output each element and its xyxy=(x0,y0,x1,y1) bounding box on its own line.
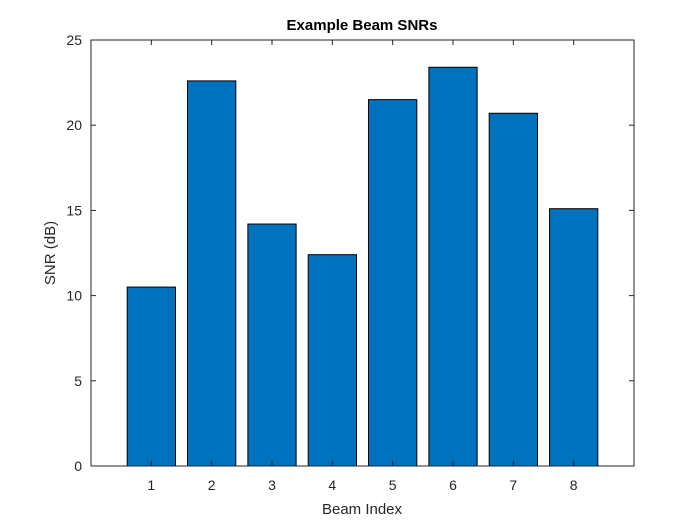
bar-beam-8 xyxy=(549,208,599,467)
y-tick-label-20: 20 xyxy=(66,117,82,133)
y-tick-label-15: 15 xyxy=(66,202,82,218)
y-tick-label-0: 0 xyxy=(74,458,82,474)
x-axis-ticks: 1 2 3 4 5 6 7 8 xyxy=(147,40,578,493)
x-tick-label-5: 5 xyxy=(389,477,397,493)
x-tick-label-4: 4 xyxy=(328,477,336,493)
x-tick-label-8: 8 xyxy=(570,477,578,493)
x-tick-label-7: 7 xyxy=(509,477,517,493)
plot-area xyxy=(91,40,634,466)
y-tick-label-5: 5 xyxy=(74,373,82,389)
bar-beam-1 xyxy=(126,286,176,467)
x-tick-label-6: 6 xyxy=(449,477,457,493)
x-tick-label-2: 2 xyxy=(208,477,216,493)
bar-beam-2 xyxy=(187,80,237,467)
bar-beam-7 xyxy=(488,112,538,467)
axes-box xyxy=(90,39,635,467)
bar-beam-6 xyxy=(428,66,478,467)
y-tick-label-10: 10 xyxy=(66,288,82,304)
bar-beam-4 xyxy=(307,254,357,467)
bar-beam-3 xyxy=(247,223,297,467)
y-axis-label: SNR (dB) xyxy=(42,221,59,285)
chart-title: Example Beam SNRs xyxy=(287,17,438,34)
x-axis-label: Beam Index xyxy=(322,501,403,518)
y-tick-label-25: 25 xyxy=(66,32,82,48)
x-tick-label-1: 1 xyxy=(147,477,155,493)
bars-layer xyxy=(126,66,599,467)
bar-beam-5 xyxy=(368,99,418,467)
x-tick-label-3: 3 xyxy=(268,477,276,493)
